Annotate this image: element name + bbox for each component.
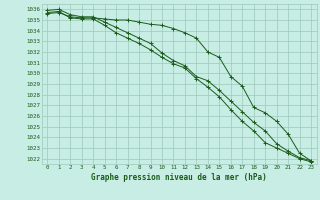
X-axis label: Graphe pression niveau de la mer (hPa): Graphe pression niveau de la mer (hPa) [91,173,267,182]
